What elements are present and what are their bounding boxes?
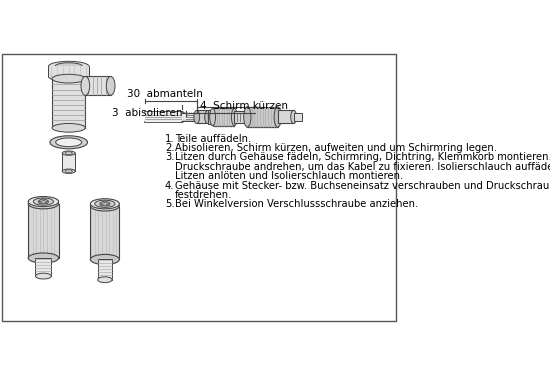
Bar — [248, 107, 278, 127]
Ellipse shape — [28, 253, 59, 263]
Ellipse shape — [81, 76, 90, 95]
Bar — [48, 66, 89, 76]
Bar — [207, 110, 213, 124]
Ellipse shape — [55, 63, 82, 70]
Text: Bei Winkelversion Verschlussschraube anziehen.: Bei Winkelversion Verschlussschraube anz… — [175, 200, 419, 209]
Ellipse shape — [90, 199, 119, 209]
Bar — [145, 112, 182, 122]
Bar — [294, 113, 302, 121]
Ellipse shape — [55, 73, 82, 80]
Ellipse shape — [65, 152, 72, 154]
Text: Litzen durch Gehäuse fädeln, Schirmring, Dichtring, Klemmkorb montieren.: Litzen durch Gehäuse fädeln, Schirmring,… — [175, 152, 550, 162]
Bar — [197, 111, 207, 123]
Text: 30  abmanteln: 30 abmanteln — [127, 89, 203, 99]
Ellipse shape — [62, 151, 75, 155]
Ellipse shape — [35, 273, 51, 279]
Bar — [98, 260, 112, 280]
Bar — [28, 204, 59, 258]
Ellipse shape — [33, 198, 53, 205]
Ellipse shape — [39, 202, 42, 204]
Ellipse shape — [63, 74, 74, 80]
Ellipse shape — [28, 196, 59, 207]
Ellipse shape — [107, 204, 109, 206]
Ellipse shape — [45, 202, 48, 204]
Bar — [278, 111, 294, 123]
Ellipse shape — [52, 123, 85, 132]
Bar — [62, 153, 75, 171]
Text: 3  abisolieren: 3 abisolieren — [113, 108, 183, 118]
Text: 4.: 4. — [165, 181, 174, 190]
Bar — [85, 76, 111, 95]
Text: 1.: 1. — [165, 134, 174, 144]
Ellipse shape — [194, 111, 200, 123]
Ellipse shape — [291, 111, 296, 123]
Ellipse shape — [274, 107, 282, 127]
Ellipse shape — [65, 170, 72, 172]
Bar — [52, 79, 85, 128]
Ellipse shape — [103, 201, 106, 203]
Text: 3.: 3. — [165, 152, 174, 162]
Text: 4  Schirm kürzen: 4 Schirm kürzen — [200, 101, 288, 111]
Ellipse shape — [56, 138, 82, 147]
Text: Gehäuse mit Stecker- bzw. Buchseneinsatz verschrauben und Druckschraube: Gehäuse mit Stecker- bzw. Buchseneinsatz… — [175, 181, 550, 190]
Bar — [213, 108, 234, 126]
Ellipse shape — [48, 61, 89, 71]
Ellipse shape — [100, 202, 110, 206]
Ellipse shape — [50, 136, 87, 149]
Ellipse shape — [205, 111, 211, 123]
Ellipse shape — [95, 200, 115, 207]
Bar — [182, 112, 197, 122]
Ellipse shape — [244, 107, 251, 127]
Ellipse shape — [28, 199, 59, 209]
Ellipse shape — [48, 71, 89, 81]
Text: 5.: 5. — [165, 200, 174, 209]
Bar — [35, 258, 51, 276]
Ellipse shape — [210, 108, 216, 126]
Text: Teile auffädeln.: Teile auffädeln. — [175, 134, 251, 144]
Text: Litzen anlöten und Isolierschlauch montieren.: Litzen anlöten und Isolierschlauch monti… — [175, 171, 403, 181]
Ellipse shape — [90, 254, 119, 264]
Ellipse shape — [98, 277, 112, 283]
Text: Druckschraube andrehen, um das Kabel zu fixieren. Isolierschlauch auffädeln,: Druckschraube andrehen, um das Kabel zu … — [175, 162, 550, 172]
Text: 2.: 2. — [165, 143, 174, 153]
Bar — [234, 111, 248, 123]
Ellipse shape — [100, 204, 103, 206]
Ellipse shape — [39, 200, 48, 204]
Ellipse shape — [42, 198, 45, 201]
Ellipse shape — [62, 169, 75, 173]
Bar — [90, 206, 119, 260]
Ellipse shape — [232, 108, 237, 126]
Ellipse shape — [52, 74, 85, 83]
Ellipse shape — [106, 76, 115, 95]
Ellipse shape — [90, 201, 119, 211]
Text: festdrehen.: festdrehen. — [175, 190, 233, 200]
Text: Abisolieren, Schirm kürzen, aufweiten und um Schirmring legen.: Abisolieren, Schirm kürzen, aufweiten un… — [175, 143, 497, 153]
